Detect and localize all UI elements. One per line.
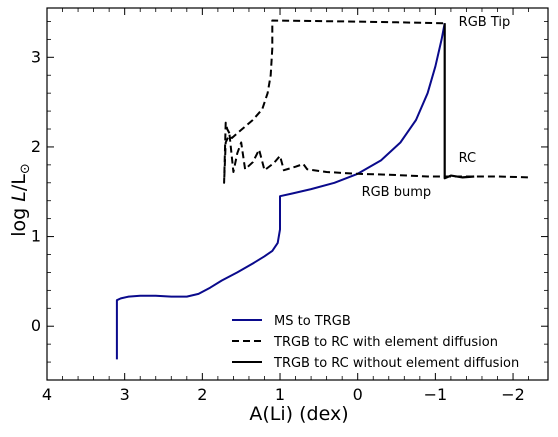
x-tick-label: 3 — [120, 385, 130, 404]
annotation-3: RC — [459, 151, 476, 166]
legend-label-3: TRGB to RC without element diffusion — [273, 356, 519, 371]
legend-label-1: MS to TRGB — [274, 314, 351, 329]
annotations: RGB Tip RGB bump RC — [362, 15, 511, 200]
legend-label-2: TRGB to RC with element diffusion — [273, 335, 498, 350]
series-line-2 — [223, 19, 529, 184]
y-tick-label: 1 — [31, 227, 41, 246]
series-line-3 — [443, 23, 475, 180]
annotation-1: RGB Tip — [459, 15, 511, 30]
plot-frame — [46, 7, 549, 381]
x-tick-label: −1 — [424, 385, 448, 404]
x-tick-label: 0 — [353, 385, 363, 404]
y-tick-label: 2 — [31, 137, 41, 156]
y-tick-label: 0 — [31, 316, 41, 335]
x-tick-label: 1 — [275, 385, 285, 404]
ticks: 4 3 2 1 0 −1 −2 0 1 2 3 — [31, 8, 548, 404]
x-tick-label: 2 — [197, 385, 207, 404]
y-tick-label: 3 — [31, 47, 41, 66]
y-axis-title: log L/L⊙ — [8, 163, 33, 237]
plot-lines — [115, 19, 529, 360]
x-tick-label: 4 — [42, 385, 52, 404]
x-axis-title: A(Li) (dex) — [249, 403, 348, 425]
x-tick-label: −2 — [501, 385, 525, 404]
annotation-2: RGB bump — [362, 185, 432, 200]
legend: MS to TRGB TRGB to RC with element diffus… — [232, 314, 519, 371]
series-line-1 — [115, 23, 446, 360]
